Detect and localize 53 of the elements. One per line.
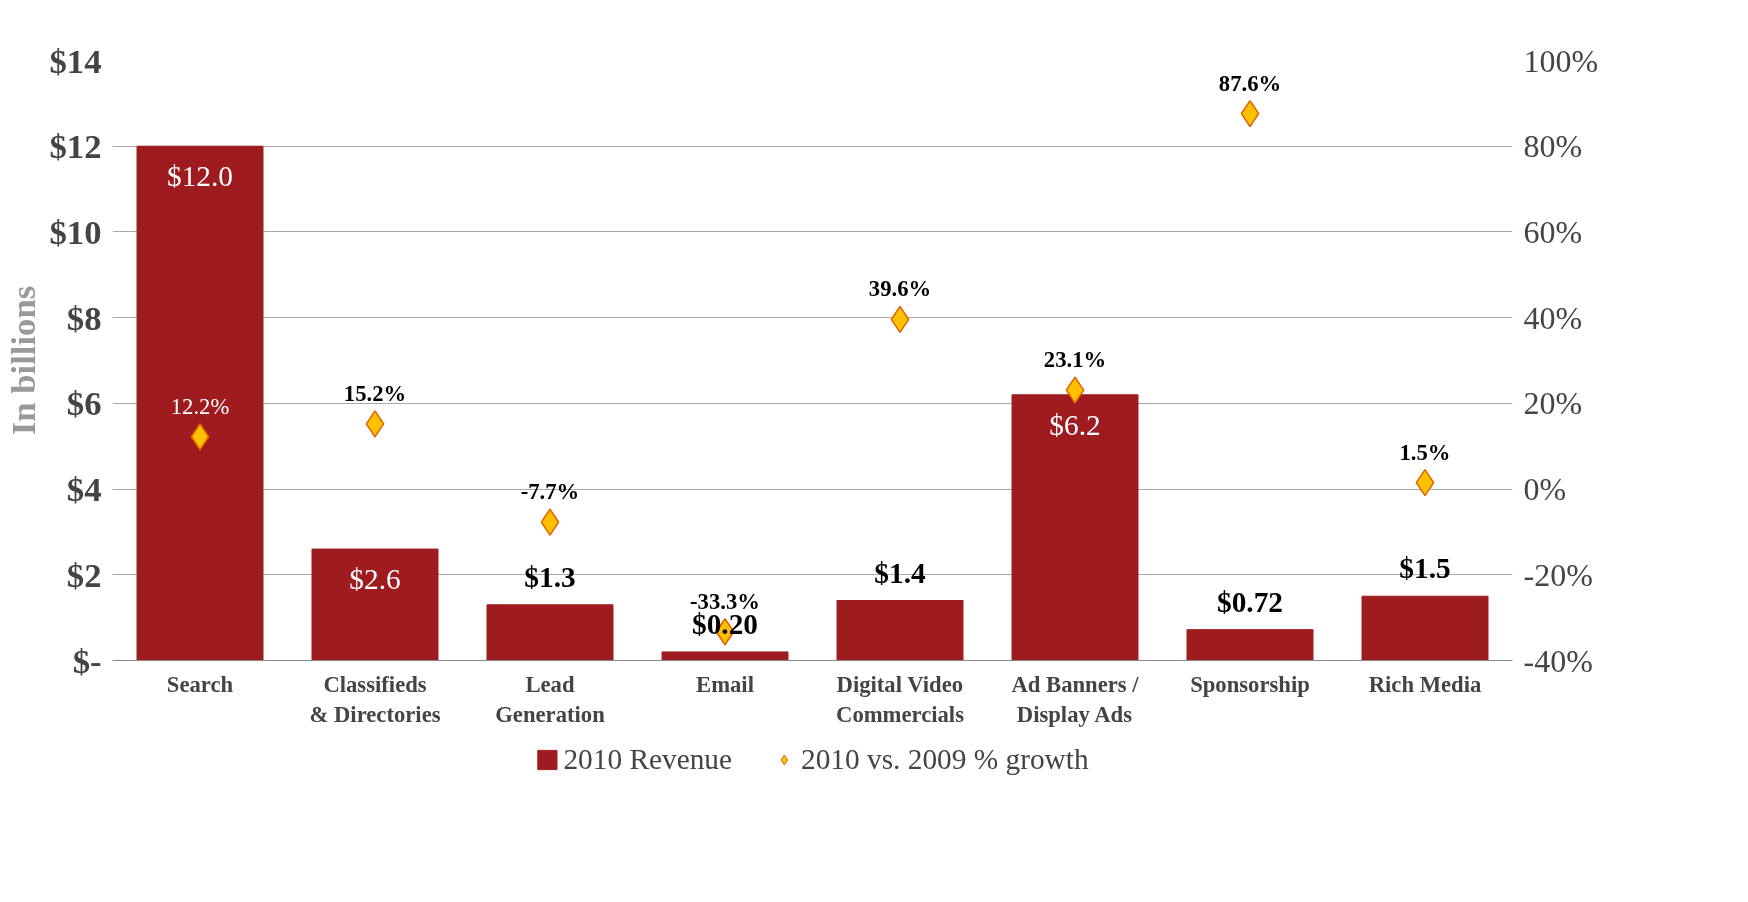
y2-tick-label: 80% bbox=[1523, 128, 1583, 165]
y2-tick-label: 0% bbox=[1523, 471, 1567, 508]
point bbox=[1065, 376, 1085, 404]
y2-tick-label: -20% bbox=[1523, 556, 1593, 593]
data-label: $2.6 bbox=[349, 563, 401, 596]
x-tick-label: Email bbox=[696, 671, 754, 697]
data-label: $1.4 bbox=[874, 556, 926, 589]
y-tick-label: $6 bbox=[66, 384, 102, 423]
y-tick-label: $2 bbox=[66, 555, 102, 594]
y-tick-label: $12 bbox=[49, 127, 102, 166]
y-tick-label: $4 bbox=[66, 470, 102, 509]
data-label: $0.72 bbox=[1217, 585, 1284, 618]
x-tick-label: Lead Generation bbox=[495, 671, 606, 727]
legend-label: 2010 Revenue bbox=[563, 742, 733, 776]
bar bbox=[836, 600, 964, 661]
data-label: $6.2 bbox=[1049, 408, 1101, 441]
bar bbox=[1361, 595, 1489, 661]
x-tick-label: Rich Media bbox=[1368, 671, 1482, 697]
legend-label: 2010 vs. 2009 % growth bbox=[801, 742, 1089, 776]
x-tick-label: Classifieds & Directories bbox=[309, 671, 441, 727]
y2-tick-label: -40% bbox=[1523, 642, 1593, 679]
x-tick-label: Sponsorship bbox=[1190, 671, 1310, 697]
bar bbox=[136, 145, 264, 661]
y-axis-title: In billions bbox=[3, 285, 42, 436]
bar bbox=[486, 604, 614, 661]
data-label: $1.5 bbox=[1399, 552, 1451, 585]
data-label: 87.6% bbox=[1218, 70, 1282, 96]
point bbox=[190, 423, 210, 451]
data-label: 15.2% bbox=[343, 380, 407, 406]
x-tick-label: Ad Banners / Display Ads bbox=[1011, 671, 1140, 727]
bar bbox=[1186, 629, 1314, 661]
point bbox=[540, 508, 560, 536]
y2-tick-label: 100% bbox=[1523, 42, 1599, 79]
data-label: 23.1% bbox=[1043, 347, 1107, 373]
bar bbox=[661, 651, 789, 661]
y2-tick-label: 40% bbox=[1523, 299, 1583, 336]
x-tick-label: Search bbox=[166, 671, 234, 697]
data-label: $1.3 bbox=[524, 560, 576, 593]
y2-tick-label: 60% bbox=[1523, 213, 1583, 250]
data-label: 39.6% bbox=[868, 276, 932, 302]
data-label: 1.5% bbox=[1399, 439, 1451, 465]
data-label: 12.2% bbox=[170, 393, 230, 419]
bar bbox=[1011, 394, 1139, 661]
data-label: -7.7% bbox=[520, 479, 580, 505]
point bbox=[365, 410, 385, 438]
y2-tick-label: 20% bbox=[1523, 385, 1583, 422]
x-tick-label: Digital Video Commercials bbox=[836, 671, 965, 727]
y-tick-label: $8 bbox=[66, 298, 102, 337]
y-tick-label: $- bbox=[72, 641, 102, 680]
y-tick-label: $10 bbox=[49, 212, 102, 251]
bar bbox=[311, 548, 439, 661]
y-tick-label: $14 bbox=[49, 41, 102, 80]
data-label: $12.0 bbox=[167, 160, 234, 193]
